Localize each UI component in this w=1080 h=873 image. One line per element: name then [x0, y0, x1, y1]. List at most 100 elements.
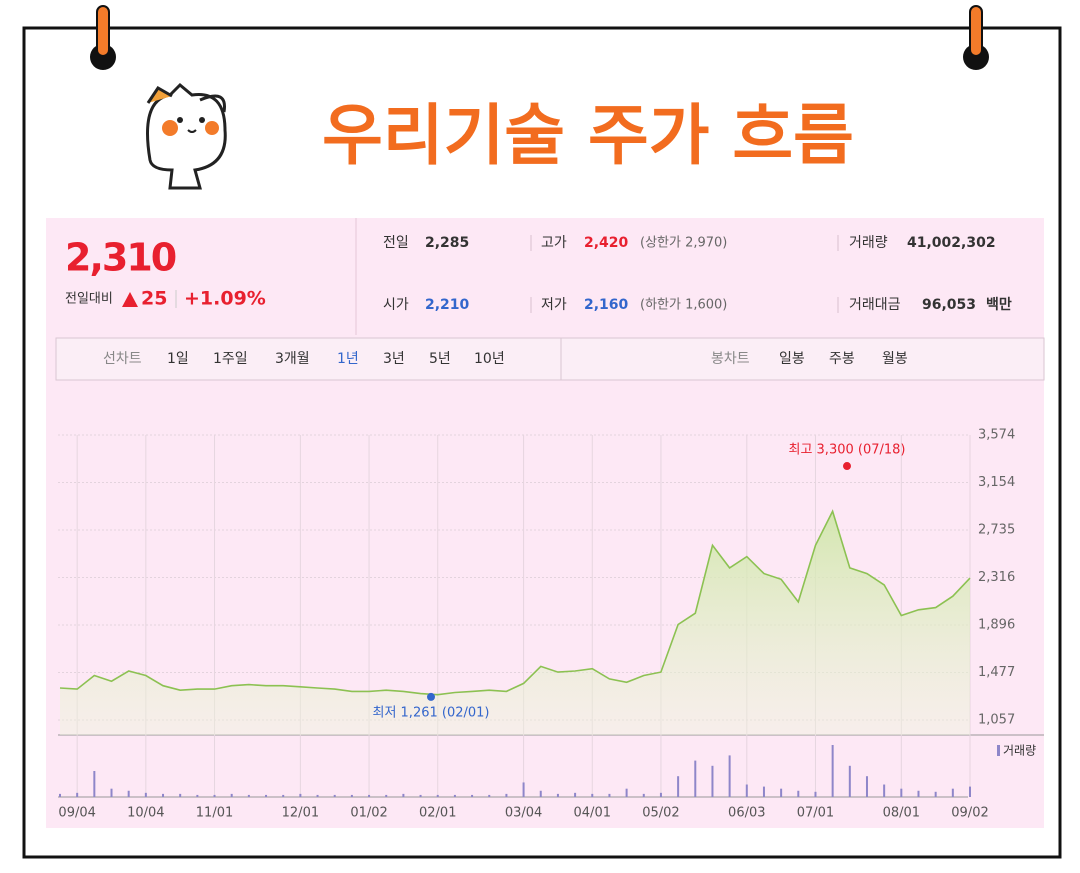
volume-bar [556, 793, 559, 797]
volume-bar [848, 765, 851, 797]
tab[interactable]: 월봉 [882, 351, 908, 367]
volume-bar [642, 793, 645, 797]
stat-note: (하한가 1,600) [640, 298, 727, 313]
stat-value: 2,160 [584, 297, 629, 313]
y-tick-label: 3,154 [978, 475, 1015, 490]
extreme-marker [843, 462, 851, 471]
volume-bar [625, 788, 628, 797]
y-tick-label: 2,316 [978, 570, 1015, 585]
volume-bar [659, 792, 662, 797]
x-tick-label: 10/04 [127, 806, 164, 821]
tab[interactable]: 주봉 [829, 351, 855, 367]
tab[interactable]: 1년 [337, 351, 359, 367]
volume-bar [110, 788, 113, 797]
stat-label: 전일 [383, 235, 409, 251]
x-tick-label: 02/01 [419, 806, 456, 821]
volume-bar [917, 790, 920, 797]
volume-bar [144, 792, 147, 797]
change-pct: +1.09% [184, 288, 266, 310]
volume-bar [934, 791, 937, 797]
tab[interactable]: 3개월 [275, 351, 310, 367]
volume-bar [694, 760, 697, 797]
volume-bar [780, 788, 783, 797]
cat-icon [146, 82, 227, 190]
tab[interactable]: 10년 [474, 351, 505, 367]
volume-bar [59, 793, 61, 797]
change: 25 [141, 288, 167, 310]
x-tick-label: 03/04 [505, 806, 542, 821]
volume-bar [814, 791, 817, 797]
volume-bar [368, 794, 371, 797]
y-tick-label: 1,477 [978, 665, 1015, 680]
volume-bar [677, 776, 680, 797]
x-tick-label: 11/01 [196, 806, 233, 821]
tab[interactable]: 일봉 [779, 351, 805, 367]
volume-bar [453, 794, 456, 797]
volume-bar [745, 784, 748, 797]
annotation: 최저 1,261 (02/01) [372, 705, 489, 720]
volume-bar [591, 793, 594, 797]
volume-bar [385, 794, 388, 797]
legend-label: 거래량 [1003, 744, 1036, 758]
page-title: 우리기술 주가 흐름 [322, 97, 854, 174]
volume-bar [162, 793, 165, 797]
tab-group-label: 선차트 [103, 351, 142, 367]
volume-bar [505, 793, 508, 797]
extreme-marker [427, 692, 435, 701]
volume-bar [179, 793, 182, 797]
volume-bar [299, 793, 302, 797]
stat-value: 96,053 [922, 297, 976, 313]
volume-bar [539, 790, 542, 797]
volume-bar [127, 790, 130, 797]
volume-bar [419, 794, 422, 797]
volume-bar [471, 794, 474, 797]
x-tick-label: 08/01 [883, 806, 920, 821]
volume-bar [865, 776, 868, 797]
stat-label: 거래량 [849, 235, 888, 251]
stat-label: 거래대금 [849, 297, 901, 313]
y-tick-label: 1,896 [978, 618, 1015, 633]
x-tick-label: 09/04 [58, 806, 95, 821]
x-tick-label: 01/02 [350, 806, 387, 821]
area [60, 511, 970, 735]
stat-label: 고가 [541, 235, 567, 251]
tab[interactable]: 5년 [429, 351, 451, 367]
tab[interactable]: 1일 [167, 351, 189, 367]
volume-bar [488, 794, 491, 797]
volume-bar [402, 793, 405, 797]
legend-swatch [997, 745, 1000, 756]
change-label: 전일대비 [65, 292, 113, 307]
volume-bar [951, 788, 954, 797]
volume-bar [522, 782, 525, 797]
tab-bar [55, 337, 1045, 381]
price-line [59, 509, 971, 696]
volume-bar [831, 745, 834, 797]
binder-rings [90, 5, 989, 70]
volume-bar [608, 793, 611, 797]
volume-bar [436, 794, 439, 797]
x-tick-label: 05/02 [642, 806, 679, 821]
stat-note: (상한가 2,970) [640, 236, 727, 251]
tab[interactable]: 3년 [383, 351, 405, 367]
volume-bar [93, 771, 96, 797]
volume-bar [265, 794, 268, 797]
volume-bar [76, 792, 79, 797]
volume-bar [213, 794, 216, 797]
volume-bar [797, 790, 800, 797]
stat-value: 2,285 [425, 235, 469, 251]
y-tick-label: 1,057 [978, 713, 1015, 728]
volume-bar [969, 786, 971, 797]
volume-bar [196, 794, 199, 797]
stat-value: 41,002,302 [907, 235, 996, 251]
volume-bar [350, 794, 353, 797]
x-tick-label: 07/01 [797, 806, 834, 821]
up-arrow [122, 292, 138, 307]
volume-bar [711, 765, 714, 797]
x-tick-label: 12/01 [282, 806, 319, 821]
stat-value: 2,210 [425, 297, 470, 313]
annotation: 최고 3,300 (07/18) [788, 443, 905, 458]
tab[interactable]: 1주일 [213, 351, 248, 367]
stat-value: 2,420 [584, 235, 629, 251]
volume-bar [316, 794, 319, 797]
